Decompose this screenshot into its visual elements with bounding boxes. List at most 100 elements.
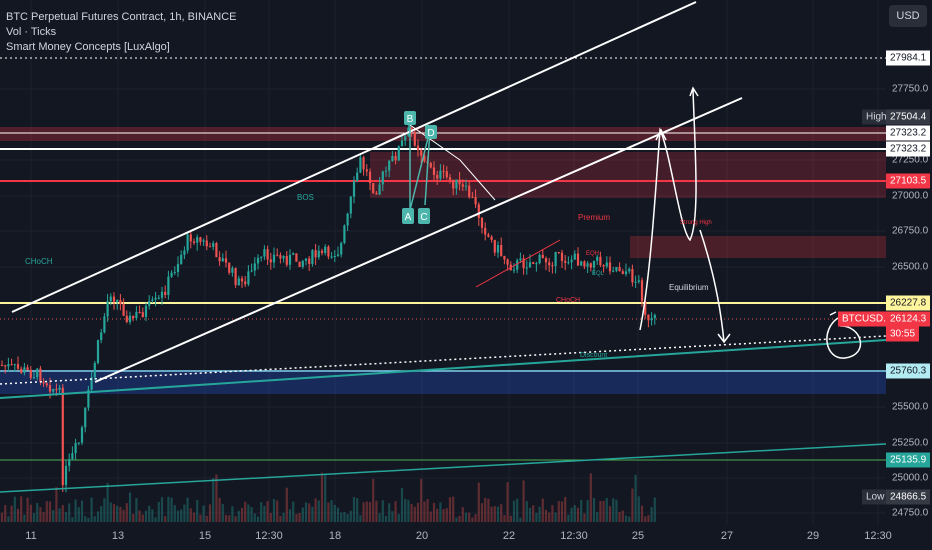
- candle-body: [119, 299, 122, 305]
- candle-body: [602, 265, 605, 267]
- candle-body: [45, 383, 48, 386]
- candle-body: [215, 243, 218, 258]
- candle-body: [336, 254, 340, 256]
- candle-body: [544, 258, 548, 263]
- date-label: 12:30: [864, 530, 892, 542]
- volume-bar: [618, 512, 621, 522]
- volume-bar: [96, 511, 100, 522]
- channel-lower-trendline[interactable]: [94, 97, 743, 383]
- support-trendline-green[interactable]: [0, 443, 887, 493]
- support-trendline-teal[interactable]: [0, 339, 887, 399]
- candle-body: [253, 263, 256, 271]
- volume-bar: [26, 497, 29, 522]
- point-a: A: [402, 208, 414, 224]
- volume-bar: [13, 496, 16, 522]
- candle-body: [10, 364, 13, 366]
- countdown-tag: 30:55: [886, 326, 920, 342]
- volume-bar: [180, 509, 183, 522]
- volume-bar: [346, 514, 349, 522]
- candle-body: [580, 261, 583, 266]
- volume-bar: [103, 498, 106, 522]
- candle-body: [388, 160, 391, 171]
- svg-text:A: A: [405, 212, 412, 223]
- candle-body: [295, 253, 298, 262]
- volume-bar: [317, 500, 320, 522]
- volume-bar: [423, 501, 426, 522]
- volume-bar: [464, 512, 468, 522]
- candle-body: [311, 250, 314, 264]
- high-value-tag: 27504.4: [886, 109, 931, 125]
- candle-body: [522, 258, 525, 269]
- candle-body: [624, 271, 628, 275]
- volume-bar: [391, 511, 394, 522]
- symbol-title[interactable]: BTC Perpetual Futures Contract, 1h, BINA…: [6, 11, 237, 23]
- volume-bar: [436, 508, 439, 522]
- candle-body: [445, 171, 448, 178]
- volume-bar: [7, 516, 10, 522]
- candle-body: [461, 184, 464, 187]
- candle-body: [324, 246, 327, 253]
- volume-bar: [247, 504, 250, 522]
- candle-body: [432, 167, 436, 175]
- volume-bar: [484, 497, 487, 522]
- candle-body: [608, 262, 612, 272]
- volume-bar: [196, 500, 199, 522]
- candle-body: [250, 270, 253, 272]
- volume-bar: [368, 502, 372, 522]
- candle-body: [304, 258, 308, 261]
- candle-body: [439, 170, 442, 179]
- smc-indicator[interactable]: Smart Money Concepts [LuxAlgo]: [6, 41, 170, 53]
- volume-bar: [16, 508, 20, 522]
- volume-bar: [151, 509, 154, 522]
- low-label: Low: [862, 489, 889, 505]
- volume-bar: [528, 507, 532, 522]
- candle-body: [343, 225, 346, 243]
- hand-drawn-projection: [639, 86, 862, 359]
- volume-bar: [634, 474, 637, 522]
- volume-bar: [583, 513, 586, 522]
- volume-bar: [397, 514, 400, 522]
- candle-body: [279, 255, 282, 259]
- volume-bar: [93, 516, 96, 522]
- candle-body: [218, 257, 221, 262]
- candle-body: [247, 271, 250, 285]
- volume-bar: [77, 507, 80, 522]
- volume-indicator[interactable]: Vol · Ticks: [6, 26, 57, 38]
- volume-bar: [164, 516, 167, 522]
- date-label: 12:30: [560, 530, 588, 542]
- candle-body: [292, 253, 295, 255]
- volume-bar: [301, 507, 304, 522]
- candle-body: [192, 241, 196, 243]
- volume-bar: [90, 497, 93, 522]
- volume-bar: [349, 510, 352, 522]
- volume-bar: [0, 512, 4, 522]
- candle-body: [356, 172, 359, 182]
- wedge-line: [475, 239, 561, 288]
- volume-bar: [509, 515, 512, 522]
- grid: [0, 0, 886, 525]
- currency-button[interactable]: USD: [889, 5, 927, 27]
- volume-bar: [4, 505, 7, 522]
- candle-body: [480, 217, 484, 228]
- volume-bar: [20, 496, 23, 522]
- channel-upper-trendline[interactable]: [11, 1, 697, 313]
- volume-bar: [372, 478, 375, 522]
- price-axis-label: 27250.0: [892, 154, 929, 166]
- candle-body: [256, 257, 260, 264]
- candle-body: [516, 260, 519, 270]
- discount-zone: [0, 372, 886, 394]
- candle-body: [455, 179, 458, 189]
- candle-body: [400, 140, 404, 147]
- candle-body: [240, 278, 244, 282]
- candle-body: [452, 179, 455, 189]
- volume-bar: [519, 517, 522, 522]
- volume-bar: [650, 507, 653, 522]
- volume-bar: [445, 508, 448, 522]
- volume-bar: [320, 472, 324, 522]
- candle-body: [164, 291, 167, 295]
- volume-bar: [381, 500, 384, 522]
- candle-body: [346, 213, 349, 226]
- volume-bar: [224, 514, 228, 522]
- teal-level-tag: 25760.3: [886, 363, 931, 379]
